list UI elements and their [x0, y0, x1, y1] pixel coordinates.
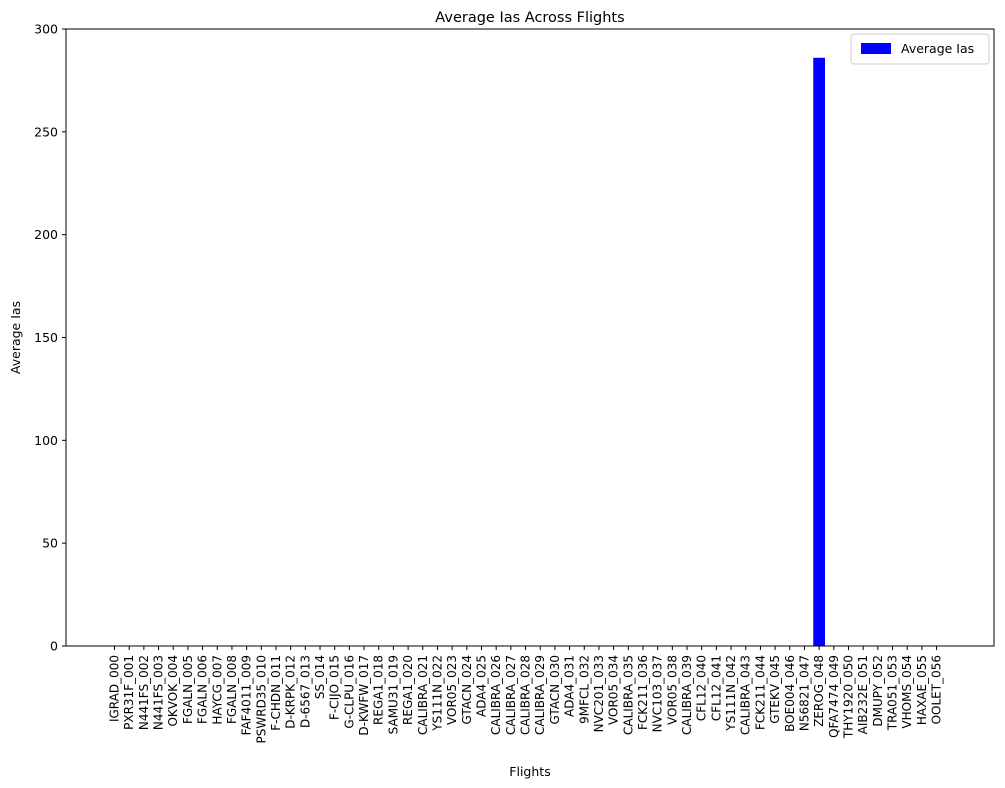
x-tick-label: F-CHDN_011	[269, 655, 283, 731]
x-tick-label: PXR31F_001	[122, 655, 136, 730]
x-axis-label: Flights	[509, 764, 550, 779]
y-axis-ticks: 0 50 100 150 200 250 300	[34, 22, 66, 654]
x-tick-label: IGRAD_000	[108, 655, 122, 722]
bar-ZEROG_048	[813, 57, 826, 647]
x-tick-label: 9MFCL_032	[577, 655, 591, 724]
x-tick-label: SAMU31_019	[386, 655, 400, 734]
x-tick-label: GTACN_024	[460, 655, 474, 725]
x-tick-label: PSWRD35_010	[254, 655, 268, 743]
x-tick-label: CALIBRA_029	[533, 655, 547, 735]
x-tick-label: CALIBRA_028	[519, 655, 533, 735]
x-tick-label: OOLET_056	[930, 655, 944, 724]
x-tick-label: ADA4_025	[475, 655, 489, 717]
x-tick-label: OKVOK_004	[166, 655, 180, 727]
x-tick-label: THY1920_050	[842, 655, 856, 739]
y-tick-label: 250	[34, 124, 58, 139]
x-tick-label: CFL12_040	[695, 655, 709, 721]
y-tick-label: 0	[50, 639, 58, 654]
x-tick-label: CALIBRA_035	[621, 655, 635, 735]
x-tick-label: FGALN_006	[196, 655, 210, 724]
plot-frame	[65, 28, 995, 647]
x-tick-label: N441FS_003	[152, 655, 166, 730]
x-tick-label: G-CLPU_016	[342, 655, 356, 729]
legend-frame	[850, 33, 990, 65]
x-tick-label: HAYCG_007	[210, 655, 224, 725]
bars-group	[813, 57, 826, 647]
x-tick-label: FGALN_008	[225, 655, 239, 724]
x-tick-label: YS111N_022	[430, 655, 444, 732]
x-tick-label: NVC201_033	[592, 655, 606, 732]
x-tick-label: N441FS_002	[137, 655, 151, 730]
x-tick-label: BOE004_046	[783, 655, 797, 732]
chart-title: Average Ias Across Flights	[435, 10, 624, 26]
y-tick-label: 150	[34, 330, 58, 345]
x-axis-ticks: IGRAD_000 PXR31F_001 N441FS_002 N441FS_003 O…	[108, 646, 944, 743]
x-tick-label: SS_014	[313, 655, 327, 699]
x-tick-label: VOR05_023	[445, 655, 459, 725]
y-tick-label: 50	[42, 536, 58, 551]
x-tick-label: ADA4_031	[563, 655, 577, 717]
y-tick-label: 200	[34, 227, 58, 242]
x-tick-label: D-KWFW_017	[357, 655, 371, 736]
x-tick-label: TRA051_053	[886, 655, 900, 731]
x-tick-label: CALIBRA_027	[504, 655, 518, 735]
x-tick-label: DMUPY_052	[871, 655, 885, 727]
x-tick-label: F-CIJO_015	[328, 655, 342, 720]
x-tick-label: VOR05_034	[607, 655, 621, 725]
x-tick-label: REGA1_018	[372, 655, 386, 725]
x-tick-label: AIB232E_051	[856, 655, 870, 734]
x-tick-label: CALIBRA_021	[416, 655, 430, 735]
x-tick-label: GTEKV_045	[768, 655, 782, 724]
legend-swatch	[861, 43, 891, 54]
x-tick-label: FGALN_005	[181, 655, 195, 724]
x-tick-label: REGA1_020	[401, 655, 415, 725]
x-tick-label: NVC103_037	[651, 655, 665, 732]
x-tick-label: VHOMS_054	[900, 655, 914, 729]
x-tick-label: CALIBRA_039	[680, 655, 694, 735]
x-tick-label: FCK211_044	[753, 655, 767, 730]
x-tick-label: HAXAE_055	[915, 655, 929, 725]
x-tick-label: GTACN_030	[548, 655, 562, 725]
y-tick-label: 300	[34, 22, 58, 37]
legend-label: Average Ias	[901, 41, 974, 56]
x-tick-label: CALIBRA_026	[489, 655, 503, 735]
y-tick-label: 100	[34, 433, 58, 448]
x-tick-label: CALIBRA_043	[739, 655, 753, 735]
x-tick-label: D-6567_013	[298, 655, 312, 728]
x-tick-label: ZEROG_048	[812, 655, 826, 727]
x-tick-label: QFA7474_049	[827, 655, 841, 738]
x-tick-label: VOR05_038	[665, 655, 679, 725]
legend: Average Ias	[850, 33, 990, 65]
x-tick-label: FAF4011_009	[240, 655, 254, 735]
x-tick-label: N56821_047	[797, 655, 811, 731]
y-axis-label: Average Ias	[8, 301, 23, 374]
x-tick-label: CFL12_041	[709, 655, 723, 721]
x-tick-label: D-KRPK_012	[284, 655, 298, 729]
x-tick-label: FCK211_036	[636, 655, 650, 730]
x-tick-label: YS111N_042	[724, 655, 738, 732]
